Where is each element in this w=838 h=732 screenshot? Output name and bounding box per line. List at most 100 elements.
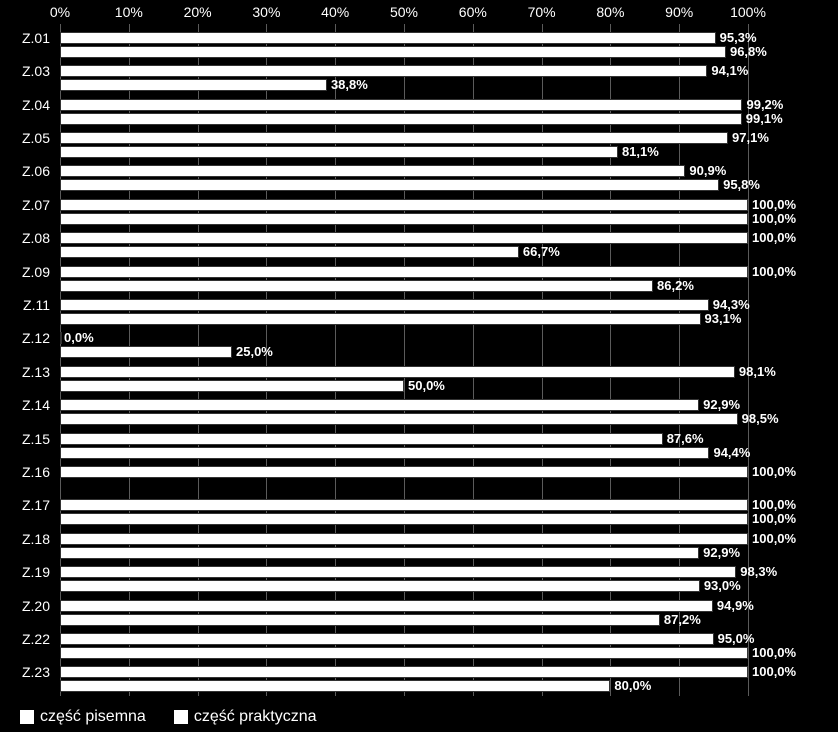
bar-pisemna (60, 466, 748, 478)
category-label: Z.14 (0, 397, 50, 413)
legend-swatch-icon (20, 710, 34, 724)
bar-label-pisemna: 94,9% (717, 600, 754, 612)
legend-swatch-icon (174, 710, 188, 724)
bars-area: 94,1% 38,8% (60, 65, 748, 97)
bar-praktyczna (60, 146, 618, 158)
bar-label-pisemna: 92,9% (703, 399, 740, 411)
bar-label-praktyczna: 86,2% (657, 280, 694, 292)
bar-label-praktyczna: 92,9% (703, 547, 740, 559)
bar-label-pisemna: 100,0% (752, 666, 796, 678)
bar-praktyczna (60, 447, 709, 459)
chart-row: Z.0499,2%99,1% (0, 99, 838, 131)
category-label: Z.11 (0, 297, 50, 313)
category-label: Z.18 (0, 531, 50, 547)
bars-area: 98,1%50,0% (60, 366, 748, 398)
chart-row: Z.23100,0%80,0% (0, 666, 838, 698)
chart-row: Z.2094,9%87,2% (0, 600, 838, 632)
bar-praktyczna (60, 46, 726, 58)
bars-area: 95,3%96,8% (60, 32, 748, 64)
bar-pisemna (60, 165, 685, 177)
chart-row: Z.07100,0%100,0% (0, 199, 838, 231)
chart-row: Z.06 90,9%95,8% (0, 165, 838, 197)
bar-praktyczna (60, 179, 719, 191)
bar-praktyczna (60, 580, 700, 592)
bar-pisemna (60, 232, 748, 244)
bar-label-praktyczna: 93,1% (705, 313, 742, 325)
bars-area: 94,9%87,2% (60, 600, 748, 632)
bar-label-pisemna: 94,3% (713, 299, 750, 311)
bar-label-pisemna: 100,0% (752, 499, 796, 511)
chart-row: Z.1492,9%98,5% (0, 399, 838, 431)
chart-row: Z.09100,0%86,2% (0, 266, 838, 298)
bars-area: 99,2%99,1% (60, 99, 748, 131)
bar-praktyczna (60, 647, 748, 659)
bars-area: 100,0%66,7% (60, 232, 748, 264)
category-label: Z.04 (0, 97, 50, 113)
bar-label-praktyczna: 100,0% (752, 213, 796, 225)
bar-praktyczna (60, 346, 232, 358)
bar-pisemna (60, 566, 736, 578)
bars-area: 97,1%81,1% (60, 132, 748, 164)
bar-label-pisemna: 97,1% (732, 132, 769, 144)
chart-row: Z.01 95,3%96,8% (0, 32, 838, 64)
bar-label-pisemna: 99,2% (746, 99, 783, 111)
bars-area: 100,0%92,9% (60, 533, 748, 565)
category-label: Z.22 (0, 631, 50, 647)
bars-area: 87,6%94,4% (60, 433, 748, 465)
bar-pisemna (60, 199, 748, 211)
bar-praktyczna (60, 513, 748, 525)
category-label: Z.01 (0, 30, 50, 46)
bar-label-praktyczna: 93,0% (704, 580, 741, 592)
bar-label-praktyczna: 95,8% (723, 179, 760, 191)
bar-label-praktyczna: 38,8% (331, 79, 368, 91)
bar-pisemna (60, 366, 735, 378)
bars-area: 100,0% (60, 466, 748, 498)
bar-praktyczna (60, 280, 653, 292)
chart-row: Z.0597,1%81,1% (0, 132, 838, 164)
bar-pisemna (60, 32, 716, 44)
bar-praktyczna (60, 380, 404, 392)
xtick: 40% (321, 4, 349, 20)
xtick: 20% (184, 4, 212, 20)
bar-label-pisemna: 95,0% (718, 633, 755, 645)
plot-area: Z.0195,3%96,8%Z.0394,1%38,8%Z.0499,2%99,… (0, 28, 838, 696)
bar-praktyczna (60, 213, 748, 225)
xtick: 80% (596, 4, 624, 20)
category-label: Z.05 (0, 130, 50, 146)
legend-label: część praktyczna (194, 708, 317, 726)
bar-label-praktyczna: 81,1% (622, 146, 659, 158)
bar-praktyczna (60, 680, 610, 692)
bar-label-pisemna: 98,3% (740, 566, 777, 578)
bar-label-praktyczna: 80,0% (614, 680, 651, 692)
legend-item-praktyczna: część praktyczna (174, 708, 317, 726)
legend-label: część pisemna (40, 708, 146, 726)
bar-label-pisemna: 100,0% (752, 266, 796, 278)
bar-label-pisemna: 94,1% (711, 65, 748, 77)
bar-pisemna (60, 299, 709, 311)
legend-item-pisemna: część pisemna (20, 708, 146, 726)
chart-row: Z.11 94,3% 93,1% (0, 299, 838, 331)
x-axis: 0% 10% 20% 30% 40% 50% 60% 70% 80% 90% 1… (60, 4, 748, 24)
bar-label-praktyczna: 50,0% (408, 380, 445, 392)
category-label: Z.19 (0, 564, 50, 580)
bar-pisemna (60, 332, 62, 344)
bar-praktyczna (60, 614, 660, 626)
bars-area: 0,0%25,0% (60, 332, 748, 364)
category-label: Z.08 (0, 230, 50, 246)
bars-area: 94,3% 93,1% (60, 299, 748, 331)
chart-row: Z.1587,6%94,4% (0, 433, 838, 465)
legend: część pisemna część praktyczna (20, 708, 317, 726)
bar-label-praktyczna: 87,2% (664, 614, 701, 626)
bar-label-praktyczna: 66,7% (523, 246, 560, 258)
bar-label-pisemna: 87,6% (667, 433, 704, 445)
category-label: Z.06 (0, 163, 50, 179)
bar-label-praktyczna: 99,1% (746, 113, 783, 125)
xtick: 100% (730, 4, 766, 20)
bar-label-praktyczna: 96,8% (730, 46, 767, 58)
xtick: 10% (115, 4, 143, 20)
bar-label-pisemna: 0,0% (64, 332, 94, 344)
category-label: Z.12 (0, 330, 50, 346)
bar-label-praktyczna: 100,0% (752, 647, 796, 659)
bars-area: 90,9%95,8% (60, 165, 748, 197)
bars-area: 100,0%100,0% (60, 499, 748, 531)
